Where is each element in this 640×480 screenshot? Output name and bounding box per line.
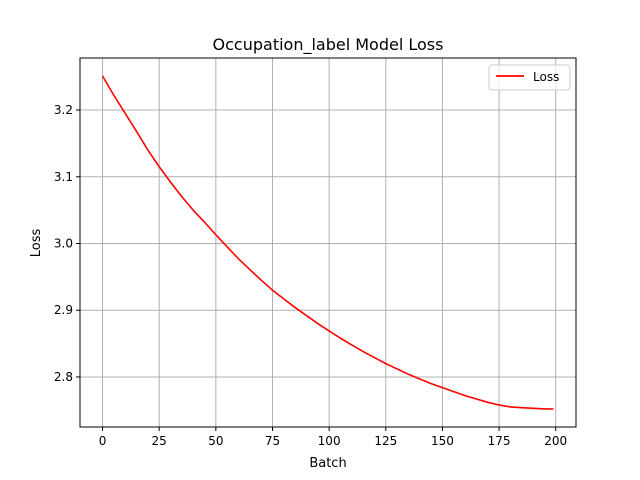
x-tick-label: 125	[374, 434, 397, 448]
legend-label-loss: Loss	[533, 70, 559, 84]
grid	[80, 58, 576, 427]
x-axis-ticks: 0 25 50 75 100 125 150 175 200	[99, 427, 567, 448]
y-tick-label: 3.0	[54, 237, 73, 251]
x-tick-label: 200	[544, 434, 567, 448]
y-axis-label: Loss	[29, 229, 44, 258]
x-tick-label: 25	[152, 434, 167, 448]
y-tick-label: 2.8	[54, 370, 73, 384]
x-tick-label: 75	[265, 434, 280, 448]
x-axis-label: Batch	[309, 456, 346, 471]
series-layer	[101, 75, 554, 410]
y-axis-ticks: 2.8 2.9 3.0 3.1 3.2	[54, 103, 80, 384]
x-tick-label: 50	[208, 434, 223, 448]
x-tick-label: 175	[488, 434, 511, 448]
series-line-loss	[101, 75, 554, 410]
y-tick-label: 3.2	[54, 103, 73, 117]
legend: Loss	[488, 64, 571, 91]
legend-box	[488, 64, 571, 91]
x-tick-label: 100	[318, 434, 341, 448]
plot-frame	[79, 57, 577, 428]
y-tick-label: 2.9	[54, 303, 73, 317]
y-tick-label: 3.1	[54, 170, 73, 184]
x-tick-label: 0	[99, 434, 107, 448]
chart-title: Occupation_label Model Loss	[213, 35, 444, 55]
plot-area	[80, 58, 576, 427]
x-tick-label: 150	[431, 434, 454, 448]
